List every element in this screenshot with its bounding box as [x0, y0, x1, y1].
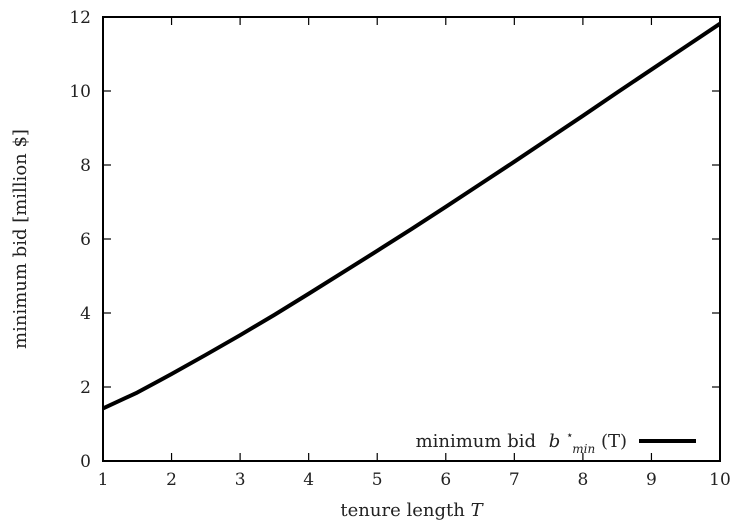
- x-axis-label-text: tenure length: [340, 500, 465, 521]
- legend-label-argument: (T): [601, 431, 627, 452]
- y-tick-label: 10: [69, 82, 91, 102]
- x-tick-label: 2: [166, 470, 177, 490]
- x-tick-label: 10: [709, 470, 731, 490]
- legend: minimum bid b ⋆ min (T): [416, 423, 696, 458]
- y-axis-ticks: 0 2 4 6 8 10 12: [69, 8, 720, 472]
- legend-label-text: minimum bid: [416, 431, 536, 452]
- legend-label: minimum bid b ⋆ min (T): [416, 423, 627, 458]
- legend-label-superscript: ⋆: [566, 428, 574, 442]
- x-tick-label: 1: [98, 470, 109, 490]
- x-axis-label-variable: T: [471, 500, 485, 521]
- x-tick-label: 5: [372, 470, 383, 490]
- plot-frame: [102, 16, 721, 462]
- x-tick-label: 9: [646, 470, 657, 490]
- legend-label-symbol: b: [549, 431, 561, 452]
- y-tick-label: 0: [80, 452, 91, 472]
- y-tick-label: 8: [80, 156, 91, 176]
- series-line: [102, 21, 722, 411]
- x-axis-label: tenure length T: [340, 500, 484, 521]
- y-axis-label: minimum bid [million $]: [10, 129, 31, 349]
- y-tick-label: 2: [80, 378, 91, 398]
- series-layer: [102, 21, 722, 411]
- y-tick-label: 12: [69, 8, 91, 28]
- legend-label-subscript: min: [572, 442, 595, 456]
- x-tick-label: 8: [577, 470, 588, 490]
- x-tick-label: 6: [440, 470, 451, 490]
- x-axis-ticks: 1 2 3 4 5 6 7 8 9 10: [98, 17, 731, 490]
- x-tick-label: 3: [235, 470, 246, 490]
- x-tick-label: 4: [303, 470, 314, 490]
- y-tick-label: 6: [80, 230, 91, 250]
- y-tick-label: 4: [80, 304, 91, 324]
- x-tick-label: 7: [509, 470, 520, 490]
